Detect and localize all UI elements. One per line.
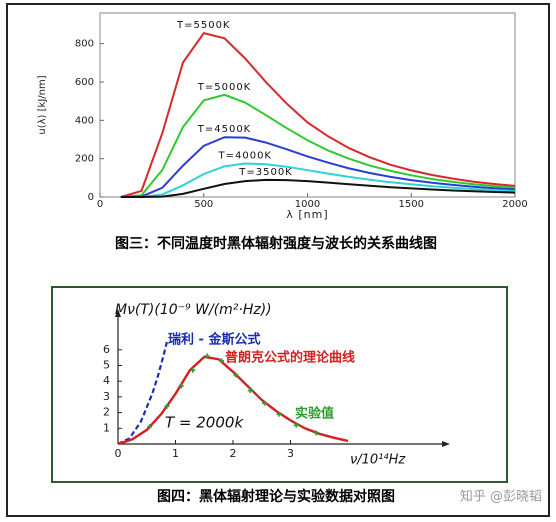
caption: 图四：黑体辐射理论与实验数据对照图 bbox=[157, 488, 395, 505]
curve bbox=[120, 93, 516, 198]
x-tick-label: 2000 bbox=[502, 199, 527, 210]
data-point bbox=[219, 358, 224, 364]
figure-box bbox=[51, 286, 508, 483]
x-tick-label: 2 bbox=[230, 447, 237, 460]
curve bbox=[117, 341, 168, 445]
data-point bbox=[313, 430, 319, 436]
series-label: T=5500K bbox=[176, 20, 231, 31]
series-label: T=3500K bbox=[238, 167, 293, 178]
y-tick-label: 600 bbox=[75, 77, 94, 88]
curve bbox=[120, 136, 516, 198]
y-tick-label: 5 bbox=[103, 359, 110, 372]
curve bbox=[120, 162, 516, 198]
y-tick-label: 2 bbox=[103, 406, 110, 419]
watermark: 知乎 @彭晓韬 bbox=[460, 489, 542, 505]
x-tick-label: 3 bbox=[287, 447, 294, 460]
data-point bbox=[293, 422, 299, 428]
data-point bbox=[178, 383, 184, 389]
curve bbox=[117, 355, 349, 446]
data-point bbox=[204, 353, 210, 359]
y-tick-label: 4 bbox=[103, 374, 110, 387]
data-point bbox=[276, 411, 282, 417]
data-point bbox=[147, 424, 153, 430]
y-tick-label: 1 bbox=[103, 421, 110, 434]
y-tick-label: 800 bbox=[75, 39, 94, 50]
plot-area bbox=[99, 12, 516, 198]
y-tick-label: 3 bbox=[103, 390, 110, 403]
x-tick-label: 0 bbox=[97, 199, 103, 210]
y-axis-label: Mν(T)(10⁻⁹ W/(m²·Hz)) bbox=[115, 302, 272, 318]
annotation: T = 2000k bbox=[165, 414, 244, 432]
series-label: 普朗克公式的理论曲线 bbox=[225, 350, 355, 366]
series-label: T=4500K bbox=[197, 124, 252, 135]
series-label: T=5000K bbox=[197, 82, 252, 93]
y-tick-label: 400 bbox=[75, 115, 94, 126]
data-point bbox=[164, 403, 170, 409]
series-label: 瑞利 - 金斯公式 bbox=[168, 332, 260, 348]
curve bbox=[120, 31, 516, 198]
x-arrow bbox=[442, 441, 450, 447]
y-arrow bbox=[115, 308, 121, 317]
x-axis-label: λ [nm] bbox=[286, 208, 328, 221]
x-axis-label: ν/10¹⁴Hz bbox=[350, 453, 406, 468]
y-tick-label: 200 bbox=[75, 154, 94, 165]
x-tick-label: 1000 bbox=[295, 199, 320, 210]
series-label: T=4000K bbox=[218, 150, 273, 161]
x-tick-label: 1500 bbox=[399, 199, 424, 210]
data-point bbox=[190, 367, 196, 373]
data-point bbox=[233, 372, 239, 378]
data-point bbox=[262, 400, 268, 406]
x-tick-label: 1 bbox=[172, 447, 179, 460]
y-tick-label: 0 bbox=[88, 192, 94, 203]
curve bbox=[120, 178, 516, 198]
x-tick-label: 0 bbox=[115, 447, 122, 460]
caption: 图三：不同温度时黑体辐射强度与波长的关系曲线图 bbox=[115, 235, 437, 252]
data-point bbox=[247, 388, 253, 394]
x-tick-label: 500 bbox=[194, 199, 213, 210]
series-label: 实验值 bbox=[295, 406, 334, 422]
y-tick-label: 6 bbox=[103, 343, 110, 356]
y-axis-label: u(λ) [kJ/nm] bbox=[37, 75, 48, 134]
